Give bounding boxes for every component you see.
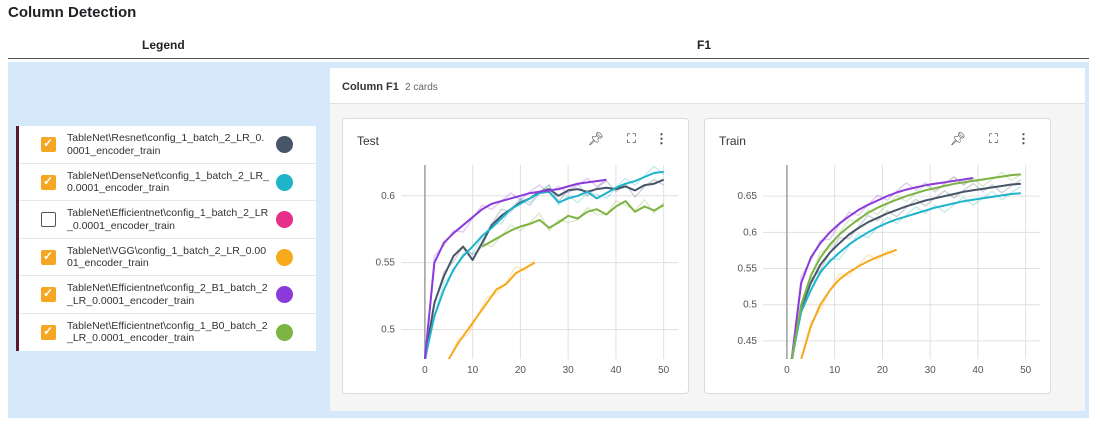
x-tick-label: 20	[877, 365, 889, 376]
test-chart[interactable]: 0 10 20 30 40 50 0.5 0.55 0.6	[343, 157, 690, 389]
check-icon: ✓	[43, 173, 54, 188]
test-card: Test 📌︎ ⛶ ⋮ 0 10 20 30 40 50 0.5 0.55 0.6	[342, 118, 689, 394]
card-title: Test	[357, 134, 380, 148]
series-line[interactable]	[790, 173, 1021, 359]
f1-header: F1	[697, 38, 712, 52]
y-tick-label: 0.65	[738, 191, 758, 202]
fullscreen-icon[interactable]: ⛶	[988, 131, 998, 146]
legend-item-label: TableNet\Efficientnet\config_2_B1_batch_…	[67, 282, 268, 307]
series-raw-line	[792, 179, 1022, 359]
series-line[interactable]	[800, 248, 898, 359]
pin-icon[interactable]: 📌︎	[949, 131, 966, 146]
column-f1-panel: Column F1 2 cards Test 📌︎ ⛶ ⋮ 0 10 20 30 40 5…	[330, 68, 1085, 411]
y-tick-label: 0.5	[743, 300, 757, 311]
x-tick-label: 50	[1020, 365, 1032, 376]
x-tick-label: 30	[925, 365, 937, 376]
check-icon: ✓	[43, 136, 54, 150]
color-swatch[interactable]	[276, 173, 293, 191]
x-tick-label: 30	[563, 365, 575, 376]
legend-item[interactable]: ✓ TableNet\VGG\config_1_batch_2_LR_0.0001…	[19, 239, 316, 276]
legend-checkbox[interactable]: ✓	[41, 286, 56, 302]
legend-checkbox[interactable]: ✓	[41, 323, 56, 340]
color-swatch[interactable]	[276, 286, 293, 303]
legend-item-label: TableNet\VGG\config_1_batch_2_LR_0.0001_…	[67, 244, 267, 270]
color-swatch[interactable]	[276, 323, 293, 341]
series-raw-line	[791, 185, 1022, 359]
legend-item-label: TableNet\Efficientnet\config_1_batch_2_L…	[67, 207, 269, 232]
series-line[interactable]	[481, 200, 665, 248]
series-line[interactable]	[423, 170, 664, 359]
legend-item[interactable]: ✓ TableNet\Efficientnet\config_2_B1_batch…	[19, 276, 316, 314]
x-tick-label: 50	[658, 365, 670, 376]
x-tick-label: 0	[784, 365, 790, 376]
more-vert-icon[interactable]: ⋮	[1017, 131, 1030, 146]
card-title: Train	[719, 134, 746, 148]
y-tick-label: 0.6	[381, 191, 395, 202]
x-tick-label: 10	[467, 365, 479, 376]
page-title: Column Detection	[8, 4, 137, 21]
series-raw-line	[791, 171, 1022, 356]
series-raw-line	[448, 259, 536, 359]
x-tick-label: 0	[422, 365, 428, 376]
legend-item[interactable]: ✓ TableNet\DenseNet\config_1_batch_2_LR_0…	[19, 164, 316, 201]
x-tick-label: 40	[972, 365, 984, 376]
train-card: Train 📌︎ ⛶ ⋮ 0 10 20 30 40 50 0.45 0.5 0.55 0.6 0.…	[704, 118, 1051, 394]
more-vert-icon[interactable]: ⋮	[655, 131, 668, 146]
panel-title: Column F1	[342, 81, 399, 93]
x-tick-label: 20	[515, 365, 527, 376]
legend-checkbox[interactable]	[41, 212, 56, 227]
y-tick-label: 0.6	[743, 227, 757, 238]
legend-item-label: TableNet\Efficientnet\config_1_B0_batch_…	[67, 319, 268, 345]
legend-item[interactable]: ✓ TableNet\Resnet\config_1_batch_2_LR_0.0…	[19, 126, 316, 164]
legend-item[interactable]: ✓ TableNet\Efficientnet\config_1_B0_batch…	[19, 314, 316, 352]
legend-item-label: TableNet\DenseNet\config_1_batch_2_LR_0.…	[67, 169, 269, 195]
check-icon: ✓	[43, 323, 54, 338]
series-line[interactable]	[790, 192, 1021, 359]
train-chart[interactable]: 0 10 20 30 40 50 0.45 0.5 0.55 0.6 0.65	[705, 157, 1052, 389]
legend-item-label: TableNet\Resnet\config_1_batch_2_LR_0.00…	[67, 132, 265, 157]
series-line[interactable]	[423, 178, 607, 359]
y-tick-label: 0.55	[738, 264, 758, 275]
panel-header: Column F1 2 cards	[330, 68, 1085, 104]
x-tick-label: 10	[829, 365, 841, 376]
y-tick-label: 0.55	[376, 258, 396, 269]
legend-item[interactable]: TableNet\Efficientnet\config_1_batch_2_L…	[19, 201, 316, 239]
legend-checkbox[interactable]: ✓	[41, 136, 56, 152]
series-raw-line	[481, 198, 665, 248]
series-line[interactable]	[447, 261, 536, 359]
x-tick-label: 40	[610, 365, 622, 376]
legend-checkbox[interactable]: ✓	[41, 173, 56, 190]
panel-card-count: 2 cards	[405, 82, 438, 93]
color-swatch[interactable]	[276, 211, 293, 228]
y-tick-label: 0.5	[381, 325, 395, 336]
check-icon: ✓	[43, 248, 54, 263]
series-line[interactable]	[790, 177, 974, 359]
color-swatch[interactable]	[276, 136, 293, 153]
color-swatch[interactable]	[276, 248, 293, 266]
legend-checkbox[interactable]: ✓	[41, 248, 56, 265]
legend-header: Legend	[142, 38, 185, 52]
series-line[interactable]	[790, 182, 1021, 359]
fullscreen-icon[interactable]: ⛶	[626, 131, 636, 146]
legend-panel: ✓ TableNet\Resnet\config_1_batch_2_LR_0.0…	[16, 126, 316, 351]
header-divider	[8, 58, 1089, 59]
y-tick-label: 0.45	[738, 336, 758, 347]
check-icon: ✓	[43, 286, 54, 300]
pin-icon[interactable]: 📌︎	[587, 131, 604, 146]
